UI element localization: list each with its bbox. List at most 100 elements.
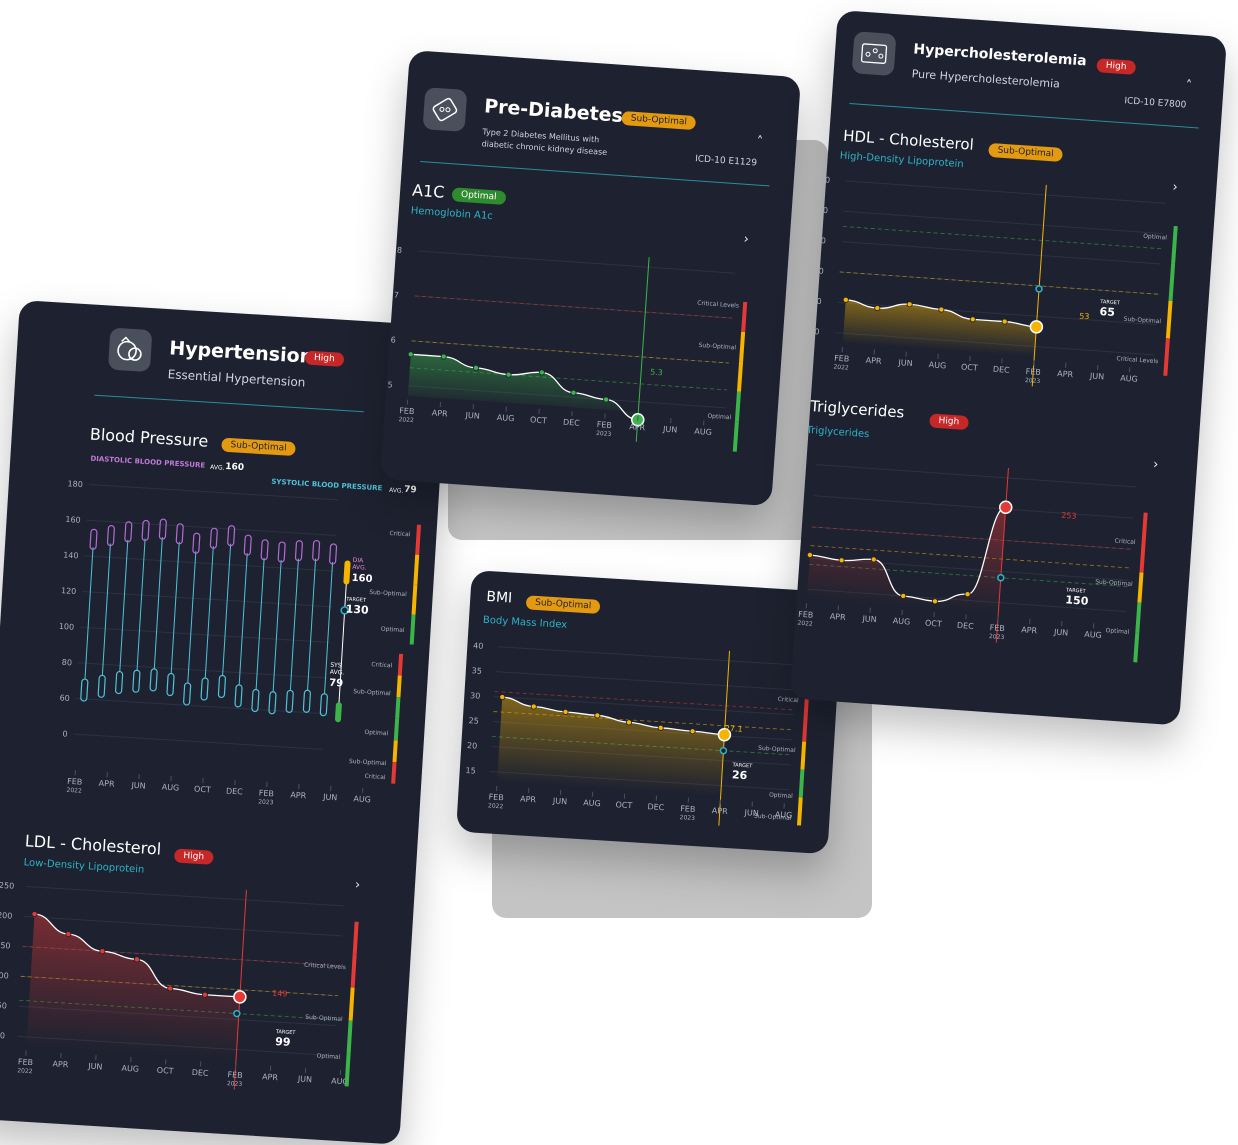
- x-tick-label: AUG: [583, 798, 601, 808]
- data-point: [441, 354, 447, 360]
- zone-bar-segment: [739, 332, 745, 362]
- y-tick-label: 50: [0, 1001, 7, 1011]
- data-point: [408, 352, 414, 358]
- y-tick-label: 35: [471, 666, 482, 676]
- year-label: 2022: [398, 416, 414, 424]
- x-tick-label: FEB: [680, 804, 696, 814]
- x-tick-label: JUN: [297, 1074, 313, 1084]
- x-tick-label: OCT: [615, 800, 632, 810]
- gridline: [412, 341, 729, 363]
- area-fill: [26, 914, 244, 1060]
- y-tick-label: 40: [473, 641, 484, 651]
- year-label: 2023: [596, 430, 612, 438]
- year-label: 2022: [488, 802, 504, 810]
- zone-label: Critical Levels: [304, 962, 346, 972]
- x-tick-label: AUG: [892, 616, 910, 626]
- gridline: [24, 916, 341, 935]
- zone-bar-segment: [1140, 542, 1146, 572]
- x-tick-label: DEC: [647, 802, 665, 812]
- prediabetes-card: Pre-Diabetes Sub-Optimal Type 2 Diabetes…: [380, 50, 801, 506]
- zone-label: Sub-Optimal: [1095, 578, 1133, 588]
- hypercholesterolemia-card: Hypercholesterolemia High Pure Hyperchol…: [790, 10, 1227, 726]
- gridline: [814, 496, 1133, 518]
- zone-label: Optimal: [1105, 627, 1130, 636]
- y-tick-label: 0: [0, 1031, 5, 1040]
- zone-bar-segment: [1142, 513, 1148, 543]
- zone-label: Optimal: [707, 413, 732, 422]
- zone-bar-segment: [802, 714, 808, 742]
- zone-bar-segment: [735, 392, 741, 422]
- y-tick-label: 8: [397, 246, 403, 255]
- y-tick-label: 6: [390, 335, 396, 344]
- year-label: 2023: [679, 814, 695, 822]
- y-tick-label: 100: [0, 971, 9, 981]
- zone-bar-segment: [1137, 572, 1143, 602]
- data-point: [603, 397, 609, 403]
- target-point: [720, 748, 726, 754]
- year-label: 2023: [227, 1080, 243, 1088]
- x-tick-label: JUN: [464, 411, 480, 421]
- x-tick-label: FEB: [18, 1057, 34, 1067]
- y-tick-label: 5: [387, 380, 393, 389]
- y-tick-label: 250: [0, 881, 14, 891]
- x-tick-label: FEB: [798, 610, 814, 620]
- zone-bar-segment: [349, 987, 355, 1020]
- current-value: 27.1: [725, 724, 743, 734]
- y-tick-label: 30: [470, 691, 481, 701]
- gridline: [26, 886, 343, 905]
- y-tick-label: 150: [0, 941, 11, 951]
- data-point: [626, 720, 632, 726]
- data-point: [595, 713, 601, 719]
- zone-bar-segment: [1135, 602, 1141, 632]
- current-value: 149: [272, 989, 288, 999]
- x-tick-label: JUN: [861, 614, 877, 624]
- year-label: 2023: [989, 633, 1005, 641]
- gridline: [816, 465, 1135, 487]
- year-label: 2022: [17, 1067, 33, 1075]
- x-tick-label: JUN: [87, 1062, 103, 1072]
- gridline: [812, 527, 1131, 549]
- zone-bar-segment: [741, 302, 747, 332]
- data-point: [658, 725, 664, 731]
- y-tick-label: 7: [393, 290, 399, 299]
- x-tick-label: FEB: [596, 420, 612, 430]
- data-point: [839, 558, 845, 564]
- target-value: 26: [732, 768, 748, 782]
- zone-label: Optimal: [769, 792, 793, 800]
- zone-label: Sub-Optimal: [758, 745, 796, 754]
- y-tick-label: 25: [468, 716, 479, 726]
- target-value: 99: [275, 1035, 291, 1049]
- zone-label: Critical: [1114, 538, 1136, 546]
- data-point: [871, 557, 877, 563]
- data-point: [571, 390, 577, 396]
- zone-bar-segment: [345, 1053, 351, 1086]
- data-point: [473, 365, 479, 371]
- data-point: [690, 729, 696, 735]
- x-tick-label: FEB: [227, 1070, 243, 1080]
- zone-bar-segment: [797, 797, 803, 825]
- x-tick-label: FEB: [989, 623, 1005, 633]
- x-tick-label: JUN: [662, 425, 678, 435]
- data-point: [965, 591, 971, 597]
- data-point: [932, 599, 938, 605]
- x-tick-label: APR: [262, 1072, 279, 1082]
- data-point: [539, 370, 545, 376]
- current-value: 5.3: [650, 368, 663, 378]
- x-tick-label: APR: [52, 1059, 69, 1069]
- current-value: 253: [1061, 511, 1077, 521]
- zone-label: Sub-Optimal: [754, 813, 792, 822]
- x-tick-label: OCT: [530, 415, 547, 425]
- zone-bar-segment: [353, 922, 359, 955]
- gridline: [496, 672, 795, 690]
- x-tick-label: DEC: [563, 418, 581, 428]
- x-tick-label: FEB: [488, 792, 504, 802]
- y-tick-label: 150: [790, 552, 794, 562]
- data-point: [32, 911, 38, 917]
- y-tick-label: 15: [465, 766, 476, 776]
- zone-bar-segment: [799, 769, 805, 797]
- zone-bar-segment: [351, 955, 357, 988]
- area-fill: [497, 697, 726, 796]
- x-tick-label: FEB: [399, 406, 415, 416]
- x-tick-label: OCT: [157, 1066, 174, 1076]
